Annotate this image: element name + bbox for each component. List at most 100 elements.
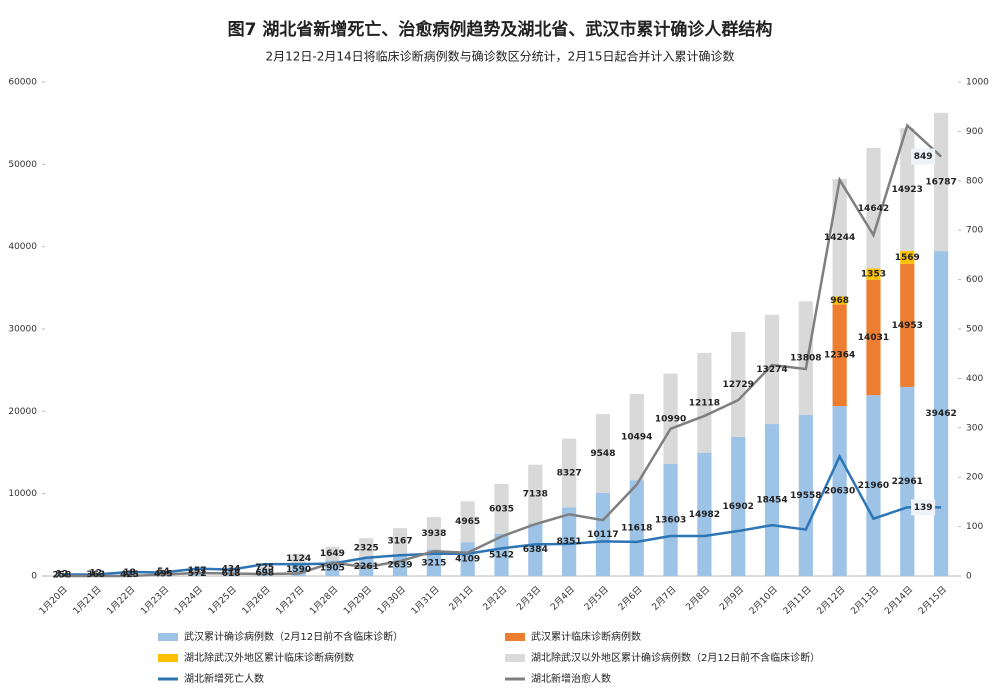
data-label: 11618 xyxy=(621,524,652,534)
data-label: 7138 xyxy=(523,490,548,500)
data-label: 6035 xyxy=(489,504,514,514)
data-label: 1649 xyxy=(320,549,345,559)
legend-label: 湖北除武汉外地区累计临床诊断病例数 xyxy=(184,651,354,664)
data-label: 12364 xyxy=(824,351,855,361)
bar xyxy=(325,546,340,561)
y-tick-label: 40000 xyxy=(8,242,37,252)
legend-label: 湖北新增治愈人数 xyxy=(531,672,611,685)
data-label: 1124 xyxy=(286,554,311,564)
y-tick-label: 60000 xyxy=(8,78,37,88)
legend-label: 湖北新增死亡人数 xyxy=(184,672,264,685)
bar xyxy=(731,436,746,576)
bar xyxy=(832,406,847,576)
y-tick-label: 50000 xyxy=(8,160,37,170)
bar xyxy=(731,332,746,437)
data-label: 18454 xyxy=(756,496,787,506)
data-label: 39462 xyxy=(925,409,956,419)
bar xyxy=(832,304,847,407)
data-label: 14953 xyxy=(892,321,923,331)
bar xyxy=(257,564,272,571)
data-label: 4109 xyxy=(455,555,480,565)
bar xyxy=(528,464,543,524)
bar xyxy=(832,296,847,305)
data-label: 8351 xyxy=(557,537,582,547)
data-label: 968 xyxy=(830,296,849,306)
bar xyxy=(798,301,813,415)
bar xyxy=(866,268,881,280)
data-label: 618 xyxy=(222,569,241,579)
data-label: 2325 xyxy=(354,543,379,553)
y-tick-label: 0 xyxy=(31,572,37,582)
legend-swatch xyxy=(158,633,178,641)
y2-tick-label: 500 xyxy=(966,325,983,335)
data-label: 1353 xyxy=(861,270,886,280)
data-label: 5142 xyxy=(489,550,514,560)
y2-tick-label: 200 xyxy=(966,473,983,483)
bar xyxy=(291,553,306,563)
data-label: 2261 xyxy=(354,562,379,572)
data-label: 20630 xyxy=(824,487,855,497)
bar xyxy=(900,128,915,251)
data-label: 6384 xyxy=(523,545,548,555)
bar xyxy=(798,414,813,576)
data-label: 1569 xyxy=(895,253,920,263)
y2-tick-label: 600 xyxy=(966,275,983,285)
data-label: 3167 xyxy=(388,537,413,547)
y2-tick-label: 700 xyxy=(966,226,983,236)
bar xyxy=(900,263,915,387)
data-label: 3215 xyxy=(421,558,446,568)
bar xyxy=(900,250,915,264)
data-label: 1590 xyxy=(286,565,311,575)
bar xyxy=(697,452,712,576)
chart-subtitle: 2月12日-2月14日将临床诊断病例数与确诊数区分统计，2月15日起合并计入累计… xyxy=(265,49,734,64)
y2-tick-label: 0 xyxy=(966,572,972,582)
data-label: 21960 xyxy=(858,481,889,491)
data-label: 3938 xyxy=(421,529,446,539)
data-label: 1905 xyxy=(320,564,345,574)
legend-swatch xyxy=(158,654,178,662)
bar xyxy=(764,424,780,576)
data-label-bg xyxy=(911,499,936,516)
legend-label: 武汉累计确诊病例数（2月12日前不含临床诊断） xyxy=(184,630,403,643)
bar xyxy=(595,414,611,493)
bar xyxy=(663,464,678,576)
data-label: 14923 xyxy=(892,185,923,195)
data-label: 4965 xyxy=(455,517,480,527)
data-label: 19558 xyxy=(790,491,821,501)
legend-label: 湖北除武汉以外地区累计确诊病例数（2月12日前不含临床诊断） xyxy=(531,651,820,664)
data-label: 434 xyxy=(222,565,241,575)
bar xyxy=(562,438,577,508)
legend-label: 武汉累计临床诊断病例数 xyxy=(531,630,641,643)
bar xyxy=(528,523,543,576)
data-label: 363 xyxy=(86,570,105,580)
data-label: 698 xyxy=(255,569,274,579)
data-label: 849 xyxy=(914,152,933,162)
bar xyxy=(595,492,611,576)
data-label: 18 xyxy=(123,568,136,578)
data-label: 9548 xyxy=(590,449,615,459)
y2-tick-label: 300 xyxy=(966,423,983,433)
bar xyxy=(832,179,847,297)
data-label: 14642 xyxy=(858,204,889,214)
bar xyxy=(359,538,374,558)
data-label: 12 xyxy=(56,569,69,579)
line xyxy=(61,123,942,578)
y-tick-label: 20000 xyxy=(8,407,37,417)
chart-title: 图7 湖北省新增死亡、治愈病例趋势及湖北省、武汉市累计确诊人群结构 xyxy=(228,19,773,40)
bar xyxy=(426,549,441,576)
data-label: 10117 xyxy=(587,530,618,540)
bar xyxy=(460,501,475,543)
legend-swatch xyxy=(505,633,525,641)
data-label: 22961 xyxy=(892,477,923,487)
data-label: 14982 xyxy=(689,510,720,520)
line xyxy=(61,453,942,576)
data-label: 425 xyxy=(120,570,139,580)
bar xyxy=(764,314,780,425)
data-label: 10990 xyxy=(655,414,686,424)
bar xyxy=(866,279,881,396)
data-label: 13603 xyxy=(655,516,686,526)
bar xyxy=(494,533,509,576)
y2-tick-label: 100 xyxy=(966,522,983,532)
data-label: 16787 xyxy=(925,177,956,187)
